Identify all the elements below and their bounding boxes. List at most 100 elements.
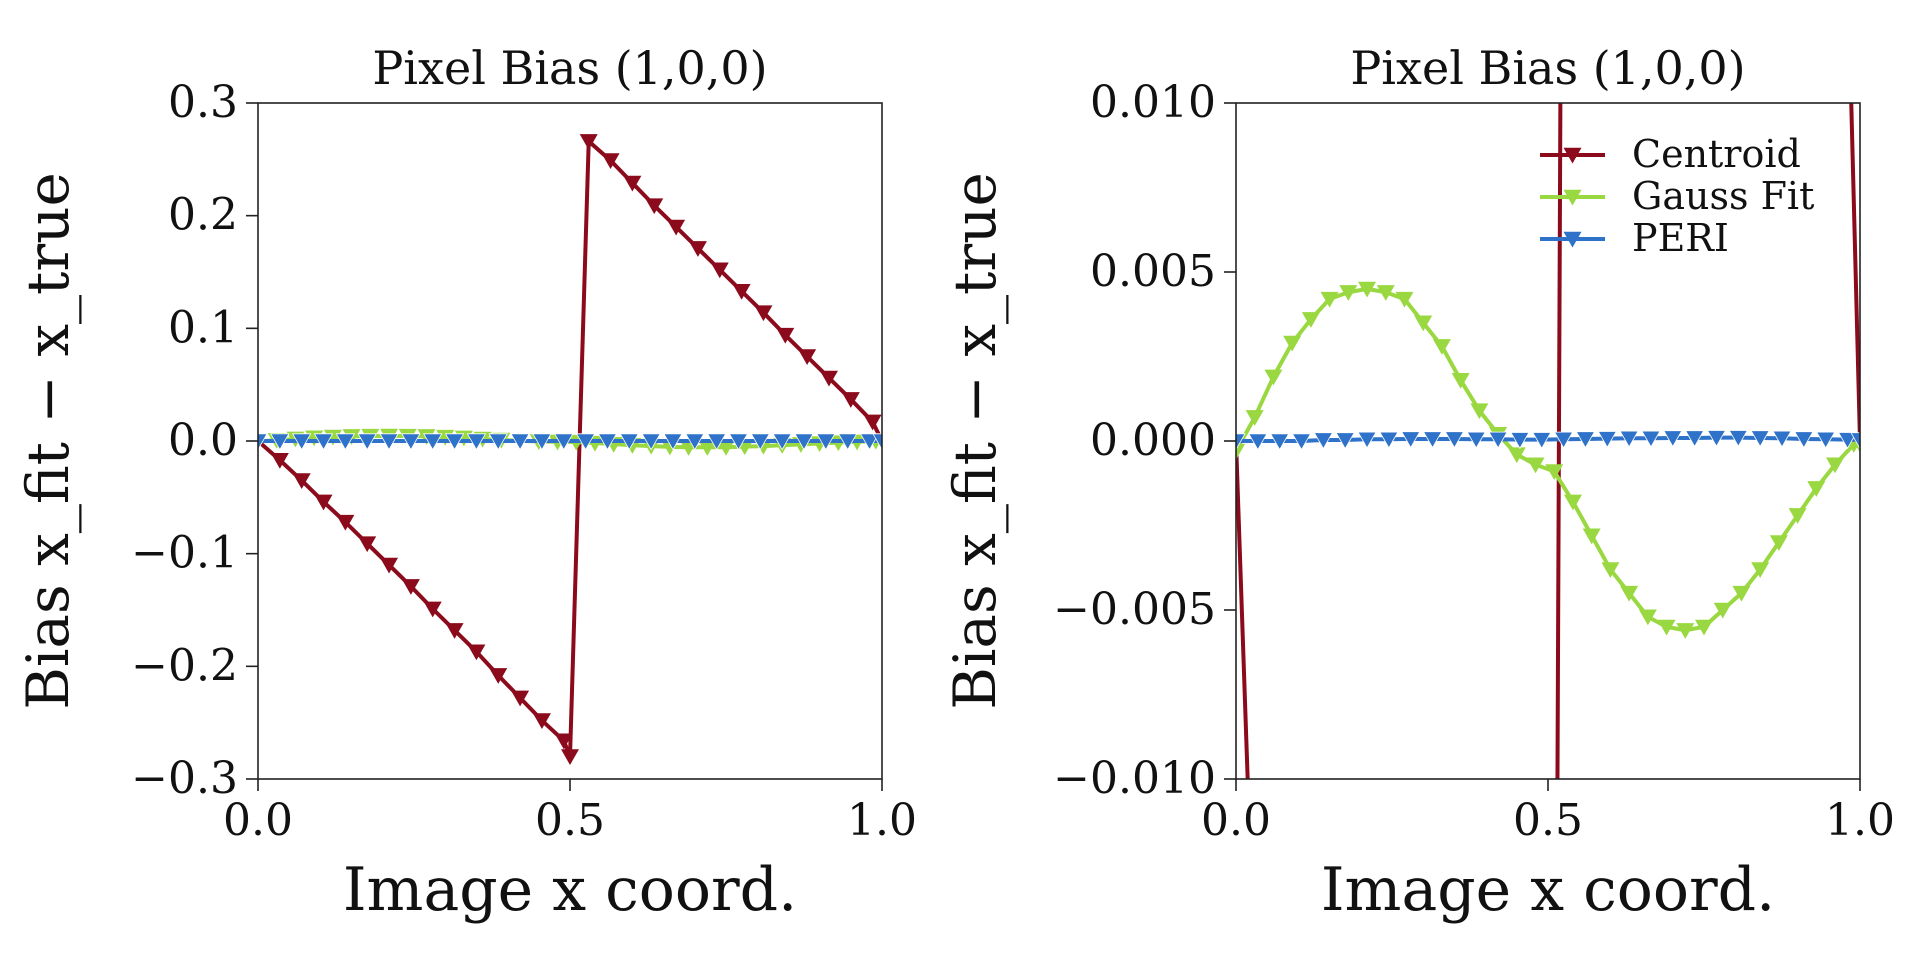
legend-marker-gauss-fit <box>1563 189 1582 206</box>
data-point-gauss-fit <box>1301 312 1320 328</box>
y-tick-label: 0.010 <box>1090 77 1216 128</box>
data-point-centroid <box>645 198 664 215</box>
data-point-centroid <box>623 175 642 192</box>
data-point-gauss-fit <box>1451 372 1470 389</box>
y-tick-label: 0.3 <box>168 77 238 128</box>
data-point-peri <box>510 433 530 451</box>
data-point-peri <box>1815 431 1836 449</box>
data-point-gauss-fit <box>1788 508 1807 524</box>
data-point-peri <box>1269 433 1290 451</box>
data-point-peri <box>706 433 727 451</box>
data-point-gauss-fit <box>1601 562 1620 578</box>
data-point-gauss-fit <box>698 440 717 456</box>
chart-title: Pixel Bias (1,0,0) <box>1350 41 1745 95</box>
data-point-centroid <box>688 241 707 257</box>
data-point-peri <box>1837 432 1858 450</box>
y-axis-label: Bias x_fit − x_true <box>941 172 1009 710</box>
data-point-centroid <box>467 644 486 661</box>
data-point-peri <box>335 433 356 451</box>
data-point-gauss-fit <box>1283 335 1302 352</box>
data-point-gauss-fit <box>1414 315 1433 332</box>
data-point-centroid <box>489 668 508 684</box>
data-point-gauss-fit <box>1507 447 1526 464</box>
data-point-gauss-fit <box>1769 535 1788 551</box>
x-tick-label: 0.0 <box>1201 795 1271 846</box>
data-point-centroid <box>445 623 464 639</box>
data-point-peri <box>1236 433 1246 451</box>
x-tick-label: 1.0 <box>1825 795 1895 846</box>
data-point-peri <box>1357 431 1377 449</box>
data-point-gauss-fit <box>1264 369 1283 386</box>
data-point-peri <box>1510 432 1530 450</box>
data-point-gauss-fit <box>1713 602 1732 619</box>
data-point-peri <box>1466 431 1486 449</box>
data-point-peri <box>1248 433 1268 451</box>
data-point-centroid <box>776 327 795 344</box>
y-tick-label: −0.3 <box>131 753 238 804</box>
data-point-peri <box>488 433 508 451</box>
data-point-gauss-fit <box>1339 285 1358 301</box>
data-point-centroid <box>401 579 420 595</box>
series-group <box>258 134 882 766</box>
data-point-centroid <box>423 601 442 618</box>
data-point-gauss-fit <box>1620 585 1639 602</box>
y-tick-label: −0.1 <box>131 528 238 579</box>
data-point-centroid <box>710 262 729 279</box>
y-axis-label: Bias x_fit − x_true <box>14 172 82 710</box>
data-point-peri <box>357 433 377 451</box>
data-point-peri <box>597 433 618 451</box>
data-point-gauss-fit <box>1358 281 1377 298</box>
data-point-centroid <box>380 557 399 574</box>
data-point-peri <box>575 433 596 451</box>
data-point-peri <box>1684 430 1705 448</box>
data-point-peri <box>554 433 574 451</box>
data-point-gauss-fit <box>1432 339 1451 355</box>
series-group <box>1236 103 1860 779</box>
data-point-peri <box>1335 432 1355 450</box>
data-point-gauss-fit <box>1826 457 1845 474</box>
data-point-peri <box>313 433 334 451</box>
y-tick-label: 0.005 <box>1090 246 1216 297</box>
data-point-peri <box>1597 431 1617 448</box>
data-point-gauss-fit <box>1526 457 1545 474</box>
data-point-peri <box>1444 431 1465 449</box>
data-point-centroid <box>292 473 311 489</box>
data-point-peri <box>859 433 880 451</box>
data-point-peri <box>816 433 836 451</box>
data-point-peri <box>1728 430 1749 447</box>
y-tick-label: −0.2 <box>131 640 238 691</box>
data-point-peri <box>1750 430 1770 448</box>
data-point-centroid <box>819 370 838 387</box>
data-point-peri <box>1641 430 1661 448</box>
data-point-centroid <box>336 514 355 531</box>
data-point-gauss-fit <box>1563 494 1582 511</box>
x-axis-label: Image x coord. <box>343 855 797 925</box>
legend-label-gauss-fit: Gauss Fit <box>1632 174 1814 218</box>
y-tick-label: 0.0 <box>168 415 238 466</box>
data-point-gauss-fit <box>1695 619 1713 636</box>
data-point-peri <box>750 433 771 451</box>
data-point-peri <box>685 433 705 451</box>
y-tick-label: 0.1 <box>168 302 238 353</box>
data-point-centroid <box>314 494 333 511</box>
data-point-peri <box>532 433 552 451</box>
data-point-centroid <box>511 690 530 707</box>
data-point-peri <box>258 433 268 451</box>
data-point-peri <box>794 433 814 451</box>
data-point-peri <box>772 433 792 451</box>
data-point-centroid <box>841 392 860 408</box>
data-point-gauss-fit <box>1236 443 1245 460</box>
data-point-peri <box>423 433 443 451</box>
data-point-centroid <box>532 713 551 729</box>
data-point-gauss-fit <box>1245 410 1264 426</box>
data-point-centroid <box>561 749 579 766</box>
data-point-peri <box>872 433 882 451</box>
data-point-peri <box>401 433 421 451</box>
x-tick-label: 1.0 <box>847 795 917 846</box>
data-point-peri <box>1313 432 1334 450</box>
data-point-centroid <box>732 283 751 300</box>
data-point-gauss-fit <box>1320 291 1339 308</box>
data-point-centroid <box>579 134 598 150</box>
